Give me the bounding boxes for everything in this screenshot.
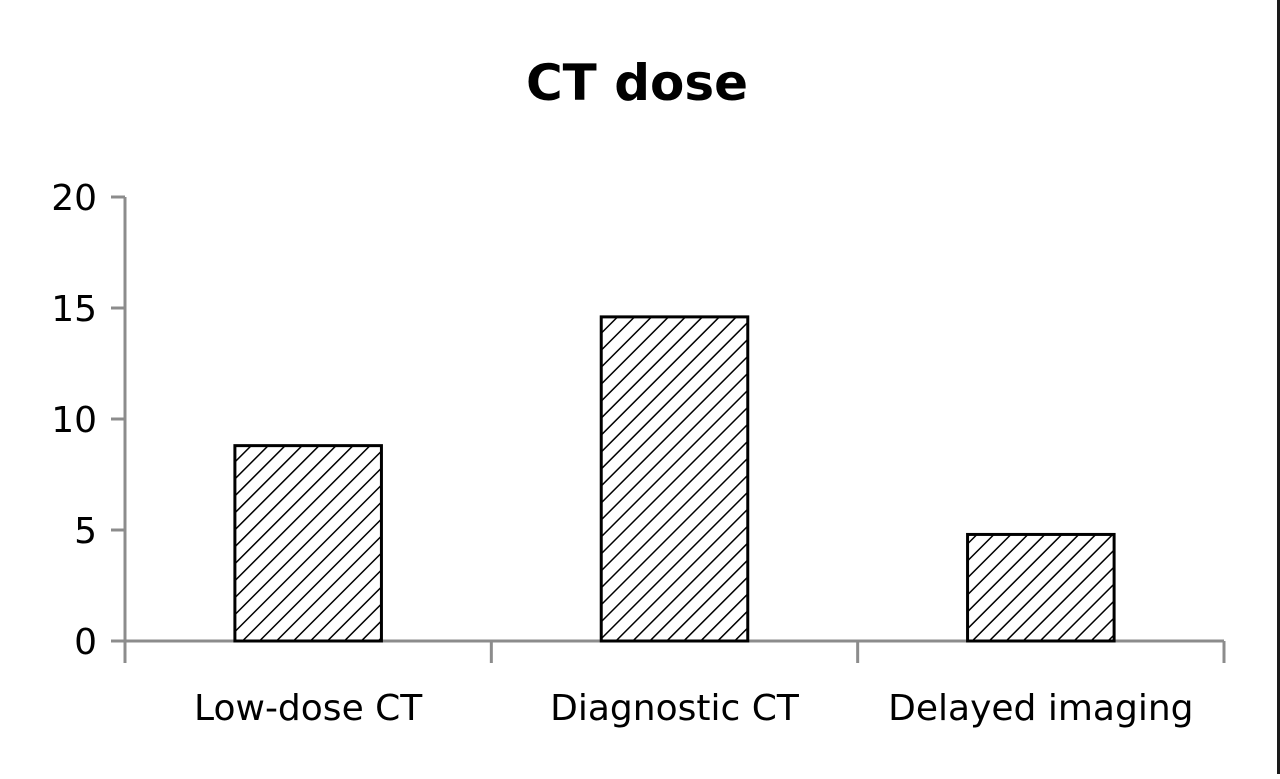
bar-low-dose-ct xyxy=(233,444,383,643)
x-tick-label: Delayed imaging xyxy=(888,688,1193,729)
chart-title: CT dose xyxy=(526,54,748,112)
y-tick-label: 10 xyxy=(51,400,97,441)
y-tick-label: 15 xyxy=(51,289,97,330)
x-tick-label: Diagnostic CT xyxy=(550,688,800,729)
x-axis: Low-dose CT Diagnostic CT Delayed imaging xyxy=(123,639,1226,729)
y-tick-label: 0 xyxy=(74,622,97,663)
chart-border xyxy=(1277,0,1280,774)
y-axis: 0 5 10 15 20 xyxy=(51,178,127,663)
y-tick-label: 5 xyxy=(74,511,97,552)
x-tick-label: Low-dose CT xyxy=(194,688,423,729)
bar-diagnostic-ct xyxy=(599,315,750,643)
bar-delayed-imaging xyxy=(966,532,1116,643)
y-tick-label: 20 xyxy=(51,178,97,219)
bars xyxy=(233,315,1116,643)
